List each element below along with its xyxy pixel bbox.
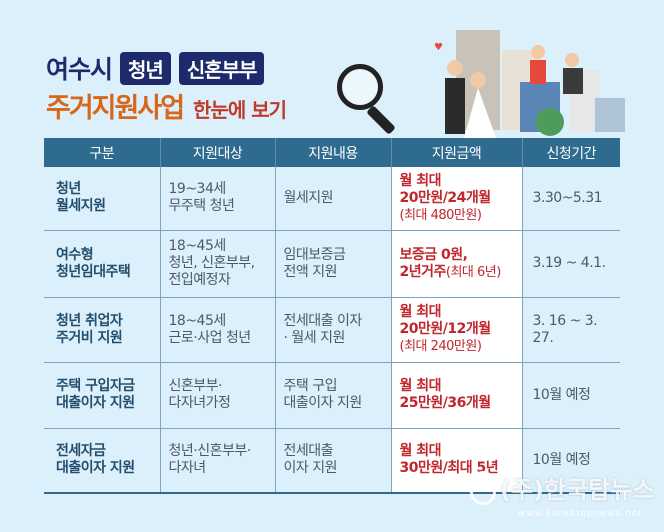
amount-note: (최대 6년) — [445, 264, 501, 280]
magnifier-icon — [337, 64, 383, 110]
target-cell-line: 무주택 청년 — [168, 198, 235, 215]
watermark-logo-icon — [470, 470, 496, 505]
content-cell: 월세지원 — [274, 167, 391, 231]
category-cell-line: 주거비 지원 — [56, 329, 123, 346]
target-cell: 18~45세 청년, 신혼부부, 전입예정자 — [159, 230, 275, 298]
category-cell-line: 청년 취업자 — [56, 312, 123, 329]
city-name: 여수시 — [46, 55, 113, 84]
category-cell-line: 월세지원 — [56, 198, 106, 215]
amount-note: (최대 240만원) — [399, 339, 482, 354]
amount-cell: 월 최대 20만원/24개월 (최대 480만원) — [390, 167, 522, 231]
amount-cell-line: 2년거주 — [399, 263, 447, 280]
period-cell: 10월 예정 — [521, 428, 620, 494]
amount-cell-line: 월 최대 — [399, 172, 442, 189]
amount-cell-line: 월 최대 — [399, 304, 442, 320]
amount-cell-line: 25만원/36개월 — [399, 395, 492, 411]
housing-support-table: 구분 지원대상 지원내용 지원금액 신청기간 청년 월세지원 19~34세 무주택 청… — [44, 138, 620, 494]
period-cell: 3.30~5.31 — [521, 167, 620, 231]
content-cell-line: 주택 구입 — [283, 378, 338, 394]
target-cell-line: 청년, 신혼부부, — [168, 255, 256, 271]
target-cell-line: 다자녀가정 — [168, 395, 231, 411]
target-cell: 19~34세 무주택 청년 — [159, 167, 275, 231]
target-cell-line: 18~45세 — [168, 312, 227, 329]
period-cell: 3. 16 ~ 3. 27. — [521, 297, 620, 363]
sub-title: 한눈에 보기 — [193, 98, 287, 122]
content-cell-line: 전세대출 이자 — [283, 312, 363, 329]
badge-newlyweds: 신혼부부 — [178, 51, 265, 85]
amount-cell: 월 최대 30만원/최대 5년 — [390, 428, 522, 494]
target-cell-line: 신혼부부· — [168, 378, 223, 394]
target-cell-line: 다자녀 — [168, 460, 207, 477]
badge-youth: 청년 — [120, 51, 171, 85]
amount-cell-line: 월 최대 — [399, 378, 442, 394]
target-cell-line: 근로·사업 청년 — [168, 329, 252, 346]
watermark-url: www.koreatopnews.net — [518, 509, 643, 519]
content-cell: 전세대출 이자 지원 — [274, 428, 391, 494]
content-cell: 전세대출 이자 · 월세 지원 — [274, 297, 391, 363]
content-cell: 주택 구입 대출이자 지원 — [274, 362, 391, 429]
target-cell: 신혼부부· 다자녀가정 — [159, 362, 275, 429]
amount-cell-line: 월 최대 — [399, 443, 442, 460]
amount-note: (최대 480만원) — [399, 207, 482, 223]
period-cell: 3.19 ~ 4.1. — [521, 230, 620, 298]
magnifier-handle — [366, 105, 396, 135]
period-cell: 10월 예정 — [521, 362, 620, 429]
category-cell-line: 주택 구입자금 — [56, 378, 135, 394]
amount-cell: 월 최대 25만원/36개월 — [390, 362, 522, 429]
header-period: 신청기간 — [521, 138, 620, 167]
main-title: 주거지원사업 — [46, 93, 185, 124]
target-cell-line: 18~45세 — [168, 238, 227, 254]
header-content: 지원내용 — [274, 138, 391, 167]
table-row: 전세자금 대출이자 지원 청년·신혼부부· 다자녀 전세대출 이자 지원 월 최대 30만원/… — [44, 428, 620, 494]
category-cell: 여수형 청년임대주택 — [44, 230, 160, 298]
category-cell: 주택 구입자금 대출이자 지원 — [44, 362, 160, 429]
amount-cell-line: 보증금 0원, — [399, 246, 468, 263]
table-row: 청년 취업자 주거비 지원 18~45세 근로·사업 청년 전세대출 이자 · 월세 지원… — [44, 297, 620, 363]
target-cell: 18~45세 근로·사업 청년 — [159, 297, 275, 363]
table-header-row: 구분 지원대상 지원내용 지원금액 신청기간 — [44, 138, 620, 167]
target-cell: 청년·신혼부부· 다자녀 — [159, 428, 275, 494]
amount-cell-line: 30만원/최대 5년 — [399, 460, 499, 477]
target-cell-line: 청년·신혼부부· — [168, 443, 252, 460]
content-cell-line: 대출이자 지원 — [283, 395, 363, 411]
amount-cell: 보증금 0원, 2년거주(최대 6년) — [390, 230, 522, 298]
content-cell-line: 임대보증금 — [283, 246, 346, 263]
content-cell: 임대보증금 전액 지원 — [274, 230, 391, 298]
header-target: 지원대상 — [159, 138, 275, 167]
content-cell-line: 전액 지원 — [283, 263, 338, 280]
category-cell-line: 여수형 — [56, 246, 94, 263]
content-cell-line: 월세지원 — [283, 189, 334, 206]
content-cell-line: · 월세 지원 — [283, 329, 346, 346]
title-line-2: 주거지원사업 한눈에 보기 — [46, 86, 287, 125]
category-cell-line: 청년임대주택 — [56, 263, 131, 280]
amount-cell-line: 20만원/12개월 — [399, 321, 492, 337]
amount-cell: 월 최대 20만원/12개월 (최대 240만원) — [390, 297, 522, 363]
category-cell: 전세자금 대출이자 지원 — [44, 428, 160, 494]
category-cell-line: 전세자금 — [56, 443, 106, 460]
category-cell-line: 청년 — [56, 181, 81, 198]
table-row: 청년 월세지원 19~34세 무주택 청년 월세지원 월 최대 20만원/24개월 (최대 4… — [44, 167, 620, 231]
watermark-name: (주)한국탑뉴스 — [500, 476, 655, 504]
couple-and-buildings-illustration: ♥ — [434, 30, 625, 138]
title-line-1: 여수시 청년 신혼부부 — [46, 50, 265, 86]
target-cell-line: 19~34세 — [168, 181, 227, 198]
category-cell: 청년 월세지원 — [44, 167, 160, 231]
svg-text:♥: ♥ — [434, 42, 443, 53]
header-amount: 지원금액 — [390, 138, 522, 167]
category-cell-line: 대출이자 지원 — [56, 460, 135, 477]
category-cell: 청년 취업자 주거비 지원 — [44, 297, 160, 363]
watermark: (주)한국탑뉴스 — [470, 470, 654, 505]
amount-cell-line: 20만원/24개월 — [399, 189, 492, 206]
category-cell-line: 대출이자 지원 — [56, 395, 135, 411]
table-row: 주택 구입자금 대출이자 지원 신혼부부· 다자녀가정 주택 구입 대출이자 지원 월 최대… — [44, 362, 620, 429]
header-category: 구분 — [44, 138, 160, 167]
content-cell-line: 이자 지원 — [283, 460, 338, 477]
table-row: 여수형 청년임대주택 18~45세 청년, 신혼부부, 전입예정자 임대보증금 전액 지원 보… — [44, 230, 620, 298]
target-cell-line: 전입예정자 — [168, 272, 231, 288]
content-cell-line: 전세대출 — [283, 443, 334, 460]
